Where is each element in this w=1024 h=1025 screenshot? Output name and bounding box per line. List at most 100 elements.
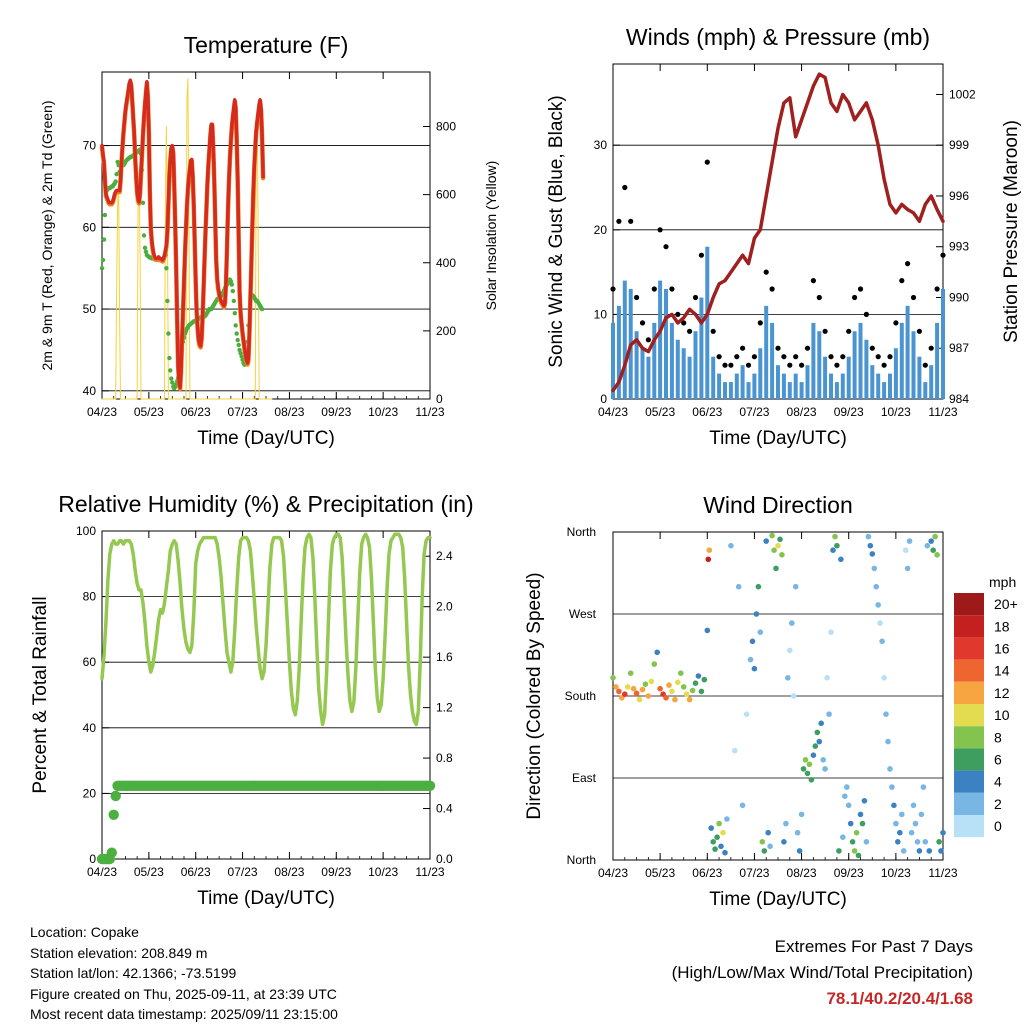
x-tick-label: 11/23 xyxy=(928,866,957,880)
direction-point xyxy=(613,684,619,690)
gust-point xyxy=(881,362,887,368)
direction-point xyxy=(761,848,768,854)
gust-point xyxy=(893,320,899,326)
direction-point xyxy=(844,784,850,790)
y2-tick-label: 1.2 xyxy=(436,701,453,715)
gust-point xyxy=(628,218,634,224)
direction-point xyxy=(792,583,799,590)
direction-point xyxy=(624,684,631,690)
direction-point xyxy=(810,752,817,758)
direction-point xyxy=(755,583,762,590)
legend-label: 6 xyxy=(994,752,1002,768)
direction-point xyxy=(912,820,919,827)
dewpoint-point xyxy=(115,159,120,165)
y-tick-label: East xyxy=(572,771,597,785)
dewpoint-point xyxy=(113,179,118,184)
direction-point xyxy=(686,696,693,703)
direction-point xyxy=(879,638,885,645)
legend-swatch xyxy=(954,726,984,749)
direction-point xyxy=(887,766,893,772)
direction-point xyxy=(806,761,813,768)
direction-point xyxy=(771,547,777,553)
gust-point xyxy=(775,345,781,351)
direction-point xyxy=(885,738,891,745)
direction-point xyxy=(922,839,929,845)
y-axis-label: Percent & Total Rainfall xyxy=(30,596,51,793)
direction-point xyxy=(867,542,874,549)
direction-point xyxy=(666,682,672,688)
gust-point xyxy=(834,362,840,368)
direction-point xyxy=(891,802,897,809)
x-tick-label: 05/23 xyxy=(645,405,675,419)
gust-point xyxy=(769,286,775,292)
direction-point xyxy=(804,770,811,777)
panel-title: Temperature (F) xyxy=(184,32,349,58)
wind-pressure-panel: 04/23 05/23 06/23 07/23 08/23 09/23 10/23 11/23… xyxy=(546,24,1022,449)
gust-point xyxy=(846,328,852,334)
x-axis-label: Time (Day/UTC) xyxy=(709,428,847,449)
y-tick-label: 30 xyxy=(594,138,608,152)
dewpoint-point xyxy=(166,331,171,336)
direction-point xyxy=(812,743,819,749)
dewpoint-point xyxy=(141,233,147,238)
dewpoint-point xyxy=(230,288,235,294)
direction-point xyxy=(904,565,911,572)
direction-point xyxy=(916,848,923,854)
dewpoint-point xyxy=(237,347,242,353)
x-axis-label: Time (Day/UTC) xyxy=(709,889,847,910)
gust-point xyxy=(828,354,834,360)
panel-title: Relative Humidity (%) & Precipitation (i… xyxy=(58,491,473,517)
direction-point xyxy=(630,685,637,692)
dewpoint-point xyxy=(232,311,237,316)
x-tick-label: 07/23 xyxy=(739,405,769,419)
gust-point xyxy=(763,269,769,275)
dewpoint-point xyxy=(259,306,265,312)
direction-point xyxy=(918,811,925,818)
dewpoint-point xyxy=(102,212,108,218)
gust-point xyxy=(657,227,663,233)
y2-tick-label: 993 xyxy=(949,240,969,254)
y2-tick-label: 2.4 xyxy=(436,549,453,563)
direction-point xyxy=(698,688,705,695)
y2-tick-label: 2.0 xyxy=(436,600,453,614)
gust-point xyxy=(781,354,787,360)
gust-point xyxy=(745,362,752,368)
direction-point xyxy=(914,839,921,845)
direction-point xyxy=(708,825,714,831)
direction-point xyxy=(712,846,718,852)
y-tick-label: South xyxy=(565,689,596,703)
y-tick-label: 70 xyxy=(83,139,97,153)
x-axis-label: Time (Day/UTC) xyxy=(197,428,335,449)
y-tick-label: 80 xyxy=(83,590,97,604)
dewpoint-point xyxy=(114,172,119,177)
direction-point xyxy=(706,547,713,553)
dewpoint-point xyxy=(228,279,234,284)
direction-point xyxy=(747,656,754,663)
direction-point xyxy=(940,829,946,836)
direction-point xyxy=(859,820,866,827)
direction-point xyxy=(802,757,809,763)
direction-point xyxy=(790,693,797,699)
x-tick-label: 07/23 xyxy=(739,866,769,880)
gust-point xyxy=(934,286,940,292)
gust-point xyxy=(840,354,846,360)
y-tick-label: 40 xyxy=(83,721,97,735)
direction-point xyxy=(910,802,917,809)
dewpoint-point xyxy=(164,266,169,271)
direction-point xyxy=(865,533,872,540)
direction-point xyxy=(873,583,879,590)
gust-point xyxy=(692,294,699,301)
gust-point xyxy=(910,294,917,301)
x-tick-label: 04/23 xyxy=(87,865,117,879)
direction-point xyxy=(924,542,931,549)
y-tick-label: 60 xyxy=(83,220,97,234)
direction-point xyxy=(899,811,905,818)
y2-tick-label: 0.0 xyxy=(436,852,453,866)
x-tick-label: 06/23 xyxy=(181,865,211,879)
direction-point xyxy=(920,784,927,790)
x-tick-label: 09/23 xyxy=(834,866,864,880)
direction-point xyxy=(639,686,646,693)
direction-point xyxy=(908,829,915,836)
gust-point xyxy=(757,320,763,326)
direction-point xyxy=(779,552,785,558)
